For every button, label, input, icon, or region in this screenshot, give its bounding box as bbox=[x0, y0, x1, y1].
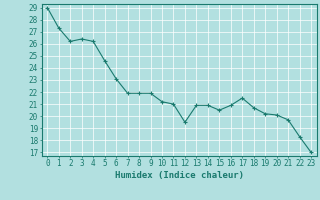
X-axis label: Humidex (Indice chaleur): Humidex (Indice chaleur) bbox=[115, 171, 244, 180]
